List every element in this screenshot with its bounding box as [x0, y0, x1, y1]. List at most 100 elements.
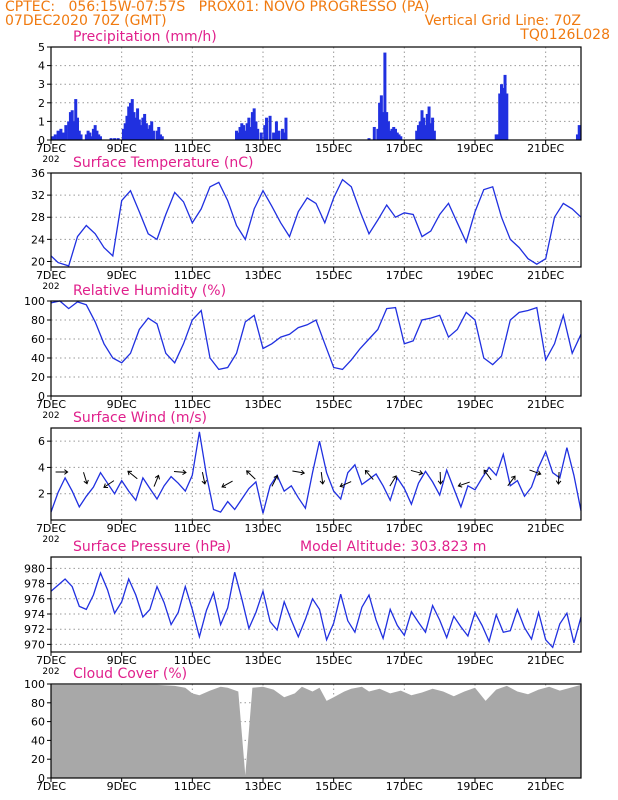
precip-bar	[243, 130, 247, 140]
precip-bar	[53, 134, 57, 140]
wind-arrow-head	[418, 470, 424, 476]
precip-bar	[249, 126, 253, 140]
precip-bar	[263, 125, 267, 140]
pressure-xtick-label: 19DEC	[456, 654, 493, 667]
pressure-xtick-label: 13DEC	[244, 654, 281, 667]
precip-bar	[95, 130, 99, 140]
temperature-xtick-label: 9DEC	[107, 269, 137, 282]
pressure-xtick-label: 7DEC	[36, 654, 66, 667]
wind-arrow-head	[339, 482, 345, 488]
precip-bar	[424, 125, 428, 140]
wind-ytick-label: 6	[38, 435, 45, 448]
wind-ytick-label: 4	[38, 461, 45, 474]
precip-bar	[390, 128, 394, 140]
precipitation-xtick-label: 9DEC	[107, 142, 137, 155]
header-grid-line: Vertical Grid Line: 70Z	[424, 13, 581, 29]
precip-bar	[127, 106, 131, 140]
humidity-xtick-label: 9DEC	[107, 398, 137, 411]
humidity-xtick-label: 7DEC	[36, 398, 66, 411]
humidity-frame	[50, 300, 582, 397]
wind-arrow-head	[182, 469, 187, 476]
wind-arrow	[153, 475, 160, 487]
precip-bar	[284, 117, 288, 140]
precip-bar	[254, 121, 258, 140]
cloud-cover-frame	[50, 683, 582, 779]
precip-bar	[109, 138, 113, 140]
wind-xtick-label: 21DEC	[527, 522, 564, 535]
precip-bar	[125, 115, 129, 140]
precip-bar	[367, 138, 371, 140]
temperature-xtick-label: 7DEC	[36, 269, 66, 282]
precipitation-year-stub: 202	[42, 155, 59, 165]
wind-arrow-head	[392, 475, 397, 480]
humidity-ytick-label: 80	[31, 314, 45, 327]
precip-bar	[372, 126, 376, 140]
precip-bar	[416, 125, 420, 140]
temperature-title: Surface Temperature (nC)	[73, 155, 254, 171]
wind-arrow	[201, 472, 206, 484]
precip-bar	[97, 134, 101, 140]
precipitation-xtick-label: 19DEC	[456, 142, 493, 155]
precip-bar	[137, 119, 141, 140]
wind-arrow-head	[457, 482, 463, 488]
pressure-title: Surface Pressure (hPa)	[73, 539, 231, 555]
precip-bar	[427, 106, 431, 140]
precip-bar	[132, 112, 136, 140]
temperature-xtick-label: 15DEC	[315, 269, 352, 282]
precip-bar	[383, 52, 387, 140]
humidity-ytick-label: 0	[38, 390, 45, 403]
humidity-ytick-label: 20	[31, 371, 45, 384]
precip-bar	[74, 99, 78, 140]
precip-bar	[242, 125, 246, 140]
precip-bar	[236, 132, 240, 140]
precip-bar	[121, 128, 125, 140]
precip-bar	[272, 132, 276, 140]
cloud-cover-title: Cloud Cover (%)	[73, 666, 187, 682]
precip-bar	[418, 121, 422, 140]
precip-bar	[150, 121, 154, 140]
wind-arrow	[483, 469, 492, 481]
precip-bar	[420, 110, 424, 140]
precip-bar	[501, 87, 505, 140]
precip-bar	[494, 134, 498, 140]
precipitation-xtick-label: 7DEC	[36, 142, 66, 155]
precip-bar	[397, 134, 401, 140]
precipitation-xtick-label: 21DEC	[527, 142, 564, 155]
temperature-series-line	[50, 178, 582, 267]
precip-bar	[280, 128, 284, 140]
precip-bar	[90, 136, 94, 140]
humidity-xtick-label: 19DEC	[456, 398, 493, 411]
cloud-cover-xtick-label: 15DEC	[315, 780, 352, 793]
wind-arrow-head	[154, 474, 160, 480]
precipitation-ytick-label: 3	[38, 78, 45, 91]
precip-bar	[431, 117, 435, 140]
wind-arrow	[221, 480, 233, 488]
temperature-xtick-label: 19DEC	[456, 269, 493, 282]
pressure-ytick-label: 970	[24, 638, 45, 651]
humidity-year-stub: 202	[42, 411, 59, 421]
wind-arrow-head	[364, 469, 370, 475]
precip-bar	[144, 123, 148, 140]
precip-bar	[415, 130, 419, 140]
precip-bar	[116, 138, 120, 140]
wind-arrow	[103, 480, 115, 488]
precipitation-ytick-label: 4	[38, 60, 45, 73]
cloud-cover-panel: 0 20 40 60 80 100 7DEC 9DEC 11DEC 13DEC 15DEC 17DEC…	[24, 666, 582, 793]
cloud-cover-xtick-label: 7DEC	[36, 780, 66, 793]
humidity-xtick-label: 17DEC	[386, 398, 423, 411]
wind-arrow-head	[555, 480, 562, 485]
temperature-xtick-label: 21DEC	[527, 269, 564, 282]
precipitation-ytick-label: 0	[38, 134, 45, 147]
wind-arrow	[507, 475, 516, 487]
cloud-cover-xtick-label: 11DEC	[174, 780, 211, 793]
precip-bar	[113, 138, 117, 140]
humidity-title: Relative Humidity (%)	[73, 283, 226, 299]
precip-bar	[70, 110, 74, 140]
wind-arrow-head	[201, 480, 207, 485]
wind-arrow-head	[300, 469, 306, 476]
wind-arrow-head	[511, 475, 516, 481]
precip-bar	[235, 130, 238, 140]
precipitation-xtick-label: 15DEC	[315, 142, 352, 155]
pressure-xtick-label: 15DEC	[315, 654, 352, 667]
precip-bar	[88, 132, 92, 140]
